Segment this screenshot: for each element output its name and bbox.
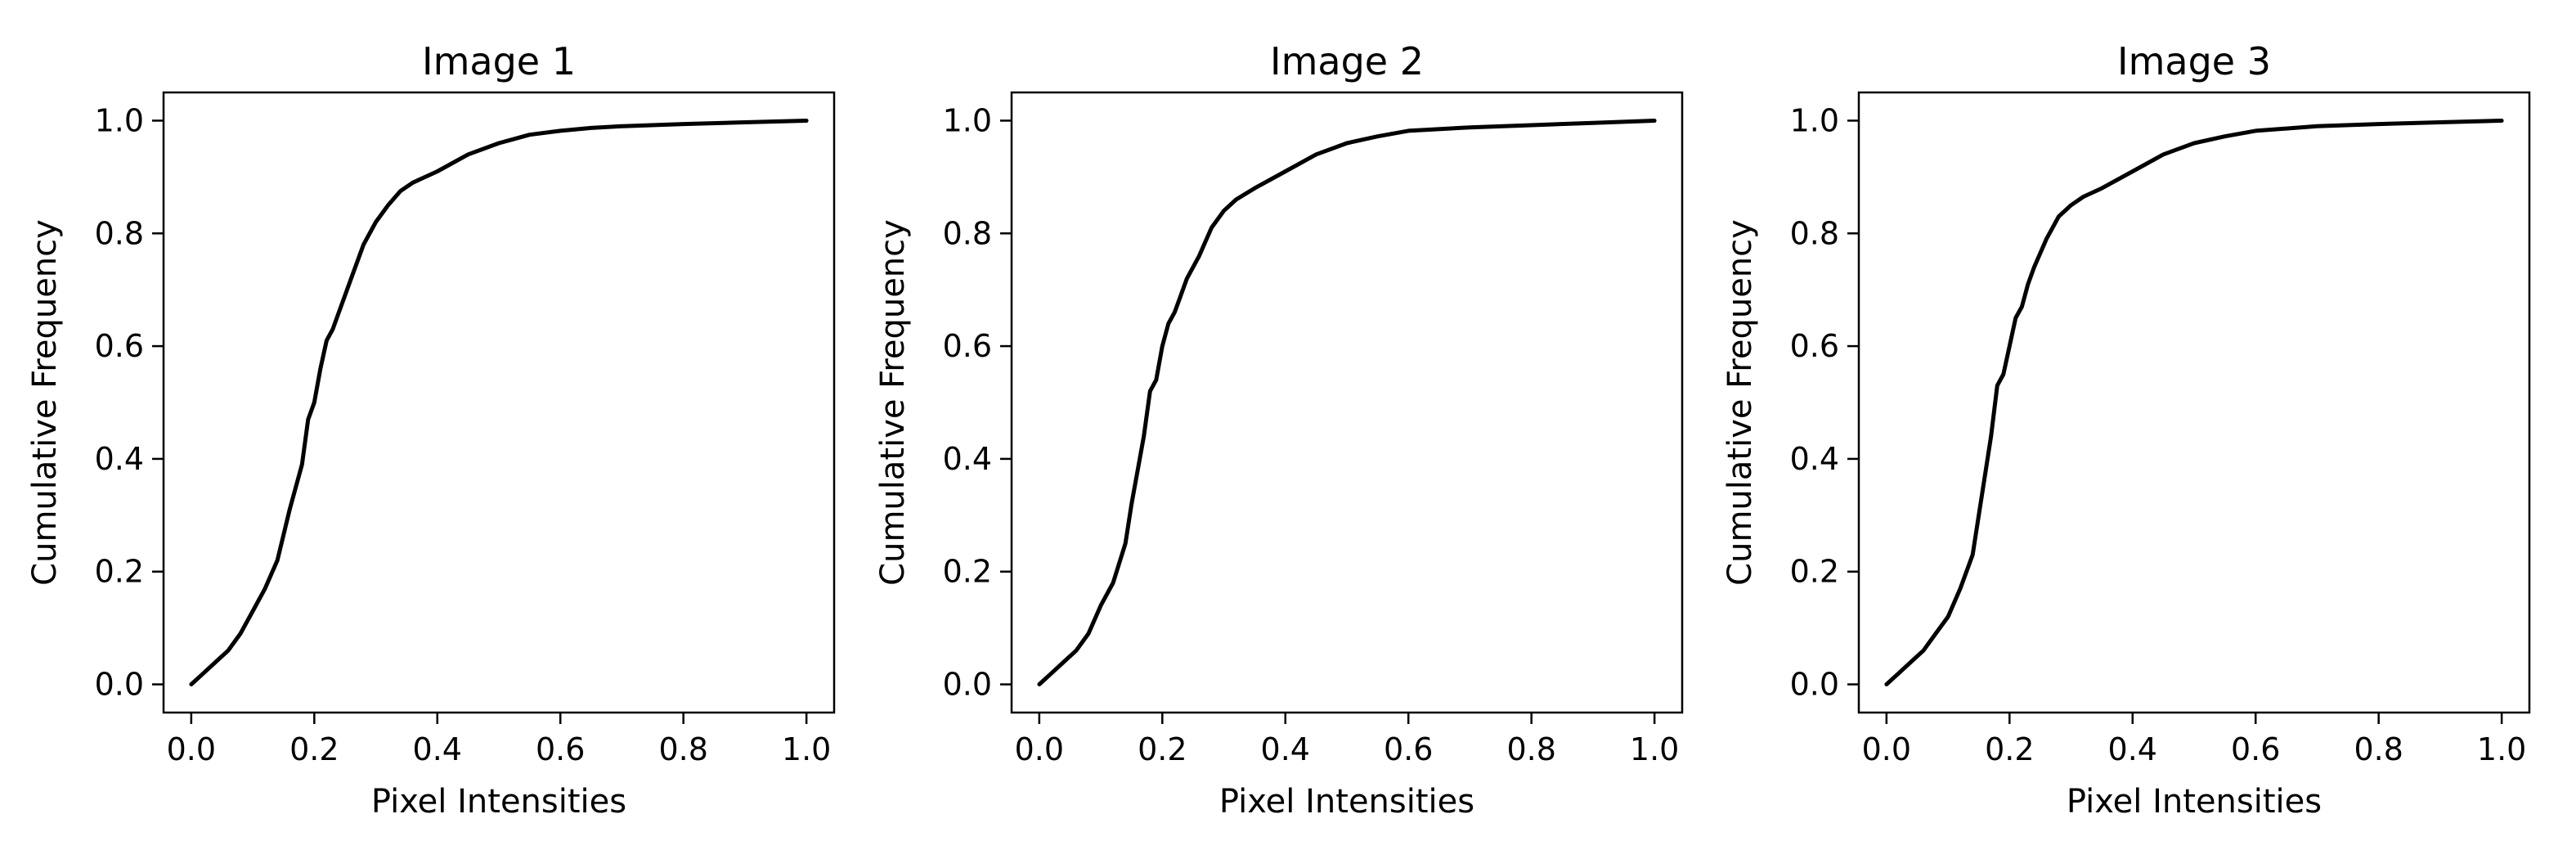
chart-panel-1: Image 1 0.0 0.2 0.4 0.6 0.8 1.0 0.0 0.2 0.4 0.6 0.8… <box>26 39 836 821</box>
x-tick-label: 0.4 <box>2108 731 2157 767</box>
cdf-line <box>189 119 809 686</box>
x-tick-label: 0.8 <box>1506 731 1555 767</box>
y-tick-label: 0.8 <box>95 215 144 251</box>
x-tick-label: 0.6 <box>2231 731 2280 767</box>
x-tick-label: 1.0 <box>1630 731 1679 767</box>
y-tick-label: 0.6 <box>95 328 144 364</box>
y-tick-label: 0.8 <box>1790 215 1839 251</box>
chart-panel-2: Image 2 0.0 0.2 0.4 0.6 0.8 1.0 0.0 0.2 0.4 0.6 0.8… <box>874 39 1684 821</box>
y-tick-label: 0.8 <box>943 215 992 251</box>
y-tick-label: 0.4 <box>95 441 144 477</box>
y-tick-label: 0.4 <box>1790 441 1839 477</box>
x-axis-label: Pixel Intensities <box>1219 783 1474 821</box>
y-tick-label: 0.0 <box>943 667 992 703</box>
y-axis-label: Cumulative Frequency <box>874 219 912 586</box>
x-tick-label: 1.0 <box>2477 731 2526 767</box>
cdf-line <box>1037 119 1657 686</box>
cdf-line <box>1884 119 2504 686</box>
x-tick-label: 0.2 <box>1138 731 1187 767</box>
chart-panel-3: Image 3 0.0 0.2 0.4 0.6 0.8 1.0 0.0 0.2 0.4 0.6 0.8… <box>1721 39 2531 821</box>
plot-frame <box>1857 91 2531 714</box>
y-tick-label: 0.2 <box>1790 554 1839 590</box>
y-tick-label: 0.0 <box>1790 667 1839 703</box>
x-tick-label: 0.4 <box>413 731 462 767</box>
y-tick-label: 0.4 <box>943 441 992 477</box>
y-tick-label: 0.2 <box>943 554 992 590</box>
x-tick-label: 1.0 <box>782 731 831 767</box>
plot-frame <box>1010 91 1684 714</box>
y-tick-label: 1.0 <box>95 102 144 138</box>
x-tick-label: 0.0 <box>1015 731 1064 767</box>
x-tick-label: 0.2 <box>1985 731 2034 767</box>
x-axis-label: Pixel Intensities <box>371 783 626 821</box>
y-axis-label: Cumulative Frequency <box>26 219 64 586</box>
x-tick-label: 0.0 <box>1862 731 1911 767</box>
chart-title: Image 3 <box>2117 39 2271 83</box>
x-tick-label: 0.6 <box>536 731 585 767</box>
x-tick-label: 0.8 <box>2354 731 2403 767</box>
y-tick-label: 0.0 <box>95 667 144 703</box>
x-tick-label: 0.6 <box>1384 731 1433 767</box>
y-tick-label: 0.2 <box>95 554 144 590</box>
y-tick-label: 0.6 <box>1790 328 1839 364</box>
y-axis-label: Cumulative Frequency <box>1721 219 1759 586</box>
plot-frame <box>162 91 836 714</box>
y-tick-label: 0.6 <box>943 328 992 364</box>
chart-title: Image 2 <box>1270 39 1424 83</box>
x-tick-label: 0.4 <box>1261 731 1310 767</box>
x-tick-label: 0.8 <box>658 731 707 767</box>
chart-title: Image 1 <box>422 39 576 83</box>
y-tick-label: 1.0 <box>943 102 992 138</box>
x-tick-label: 0.2 <box>289 731 339 767</box>
x-axis-label: Pixel Intensities <box>2067 783 2322 821</box>
y-tick-label: 1.0 <box>1790 102 1839 138</box>
x-tick-label: 0.0 <box>167 731 216 767</box>
